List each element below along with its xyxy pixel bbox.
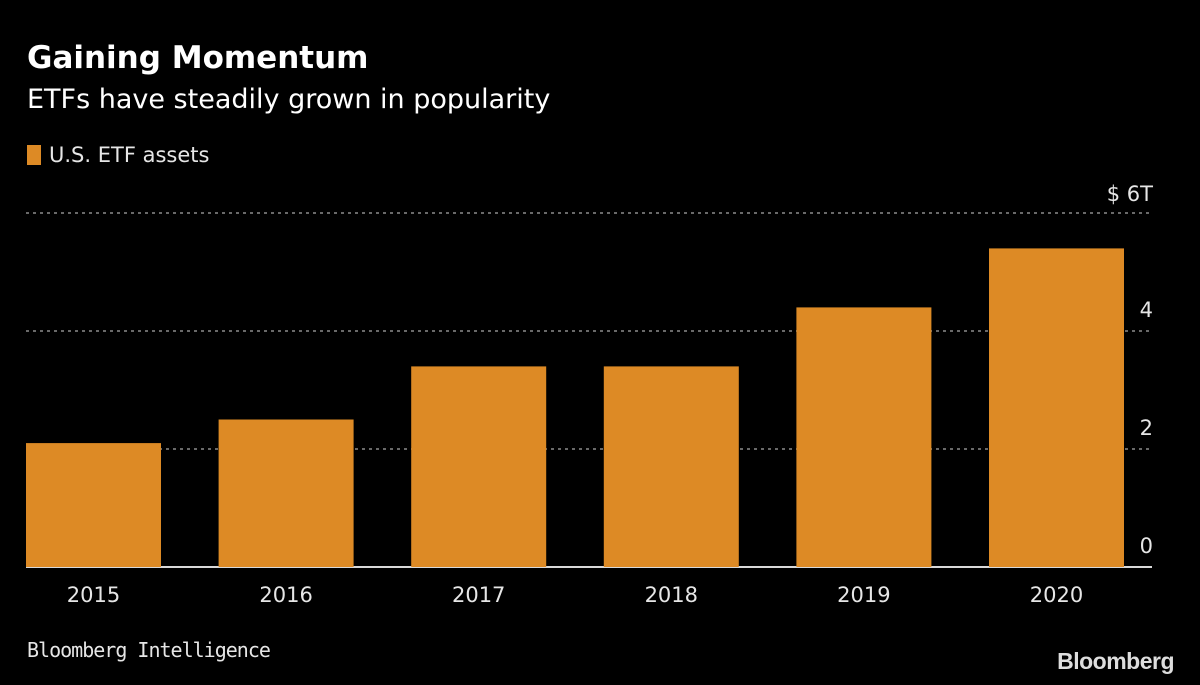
bars bbox=[26, 248, 1124, 567]
y-tick-label: 4 bbox=[1140, 298, 1153, 322]
x-tick-label: 2015 bbox=[67, 583, 120, 607]
bar-2016 bbox=[218, 419, 354, 567]
x-tick-label: 2020 bbox=[1030, 583, 1083, 607]
x-tick-label: 2019 bbox=[837, 583, 890, 607]
gridlines bbox=[26, 212, 1152, 568]
y-axis-ticks: 0 2 4 $ 6T bbox=[1107, 182, 1153, 558]
bar-2020 bbox=[989, 248, 1124, 567]
legend-swatch-us-etf-assets bbox=[27, 145, 41, 165]
bar-2017 bbox=[411, 366, 547, 567]
x-tick-label: 2017 bbox=[452, 583, 505, 607]
x-axis-ticks: 2015 2016 2017 2018 2019 2020 bbox=[67, 583, 1083, 607]
bar-2019 bbox=[796, 307, 932, 567]
chart-title: Gaining Momentum bbox=[27, 40, 369, 76]
bar-2015 bbox=[26, 443, 161, 567]
x-tick-label: 2016 bbox=[259, 583, 312, 607]
legend-label-us-etf-assets: U.S. ETF assets bbox=[49, 143, 210, 167]
bar-2018 bbox=[603, 366, 739, 567]
source-note: Bloomberg Intelligence bbox=[27, 638, 271, 662]
legend: U.S. ETF assets bbox=[27, 143, 209, 167]
bloomberg-logo: Bloomberg bbox=[1057, 648, 1174, 674]
chart-subtitle: ETFs have steadily grown in popularity bbox=[27, 84, 551, 115]
y-tick-label: $ 6T bbox=[1107, 182, 1153, 206]
y-tick-label: 0 bbox=[1140, 534, 1153, 558]
y-tick-label: 2 bbox=[1140, 416, 1153, 440]
x-tick-label: 2018 bbox=[645, 583, 698, 607]
